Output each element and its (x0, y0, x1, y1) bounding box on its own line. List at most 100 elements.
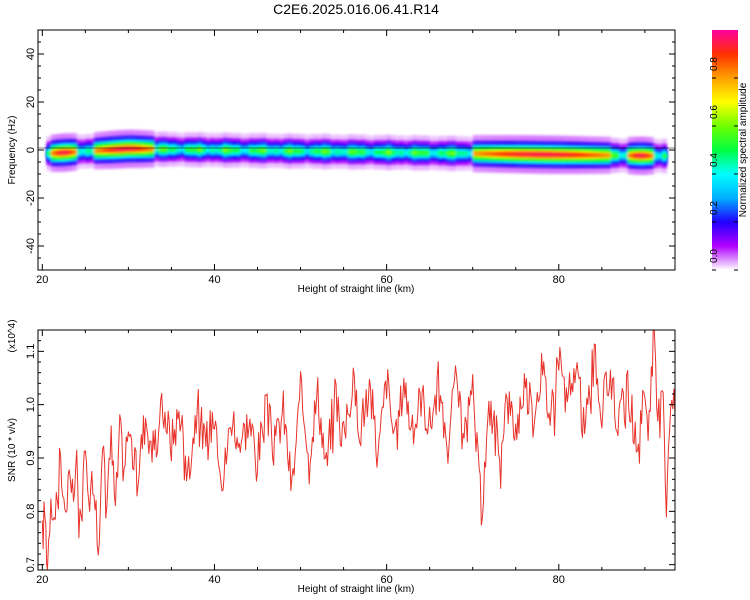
snr-x-ticks: 20 40 60 80 (36, 330, 646, 586)
spectral-band-cell (623, 153, 629, 158)
spectral-band-cell (102, 148, 108, 153)
spectral-band-cell (235, 148, 241, 153)
spectral-band-cell (76, 149, 82, 154)
spectral-band-cell (136, 146, 142, 152)
spectral-band-cell (93, 148, 99, 153)
spectrogram-x-ticks: 20 40 60 80 (36, 30, 646, 286)
spectral-band-cell (188, 147, 194, 152)
y-tick-label: 1.1 (25, 344, 37, 359)
spectral-band-cell (644, 153, 650, 158)
spectral-band-cell (334, 149, 340, 154)
spectral-band-cell (360, 150, 366, 154)
spectral-band-cell (390, 150, 396, 155)
spectral-band-cell (274, 148, 280, 153)
spectral-band-cell (171, 147, 177, 152)
spectral-band-cell (606, 153, 612, 158)
spectral-band-cell (446, 151, 452, 156)
spectral-band-cell (68, 150, 74, 155)
spectral-band-cell (433, 151, 439, 155)
spectral-band-cell (291, 149, 297, 154)
spectral-band-cell (111, 147, 117, 152)
colorbar-tick-label: 0.8 (709, 57, 720, 71)
colorbar-tick-label: 0.0 (709, 249, 720, 263)
spectral-band-cell (145, 147, 151, 152)
spectral-band-cell (468, 151, 474, 156)
spectral-band-cell (63, 150, 69, 155)
spectral-band-cell (180, 147, 185, 152)
spectral-band-cell (128, 146, 134, 151)
spectrogram-y-axis-label: Frequency (Hz) (7, 116, 18, 185)
spectral-band-cell (554, 152, 560, 157)
spectral-band-cell (300, 149, 306, 154)
spectral-band-cell (601, 153, 607, 158)
spectral-band-cell (438, 151, 444, 156)
spectral-band-cell (416, 150, 422, 155)
spectral-band-cell (558, 152, 564, 157)
spectral-band-cell (399, 150, 405, 155)
spectral-band-cell (657, 154, 663, 158)
spectral-band-cell (55, 150, 61, 156)
spectral-band-cell (283, 149, 289, 153)
spectral-band-cell (520, 152, 525, 157)
spectral-band-cell (472, 151, 478, 156)
spectral-band-cell (309, 149, 315, 154)
spectral-band-cell (98, 148, 104, 153)
spectral-band-cell (279, 149, 284, 153)
snr-panel: 20 40 60 80 0.7 0.8 0.9 1.0 1.1 Height of strai… (7, 319, 676, 595)
y-tick-label: 20 (25, 96, 37, 108)
y-tick-label: 0.8 (25, 504, 37, 519)
spectral-band-cell (386, 150, 392, 155)
spectral-band-cell (106, 147, 112, 153)
spectral-band-cell (343, 149, 349, 154)
spectral-band-cell (576, 152, 581, 158)
colorbar-tick-label: 0.6 (709, 105, 720, 119)
spectral-band-cell (421, 151, 426, 155)
spectral-band-cell (507, 152, 513, 157)
spectral-band-cell (636, 153, 642, 158)
spectral-band-cell (227, 148, 233, 153)
spectral-band-cell (442, 151, 448, 156)
x-tick-label: 40 (208, 574, 220, 586)
spectral-band-cell (429, 151, 435, 155)
spectral-band-cell (85, 149, 91, 154)
spectral-band-cell (197, 147, 203, 152)
colorbar-gradient (712, 30, 738, 270)
spectral-band-cell (378, 150, 383, 155)
spectral-band-cell (231, 148, 237, 153)
spectral-band-cell (528, 152, 534, 157)
spectral-band-cell (593, 153, 599, 158)
spectrogram-panel: 20 40 60 80 -40 -20 0 20 40 Height of straight … (7, 29, 676, 295)
spectral-band-cell (72, 149, 78, 155)
spectral-band-cell (550, 152, 556, 157)
spectral-band-cell (313, 149, 319, 154)
spectral-band-cell (614, 153, 620, 158)
snr-y-ticks: 0.7 0.8 0.9 1.0 1.1 (25, 329, 675, 572)
spectral-band-cell (154, 147, 160, 152)
spectral-band-cell (584, 153, 590, 158)
spectral-band-cell (149, 147, 155, 152)
spectral-band-cell (270, 148, 276, 153)
spectral-band-cell (571, 152, 577, 158)
spectral-band-cell (477, 151, 482, 156)
spectral-band-cell (610, 153, 616, 158)
spectral-band (46, 129, 667, 175)
spectral-band-cell (498, 151, 504, 157)
spectral-band-cell (408, 150, 414, 155)
spectral-band-cell (403, 150, 409, 155)
x-tick-label: 20 (36, 274, 48, 286)
x-tick-label: 40 (208, 274, 220, 286)
spectral-band-cell (214, 148, 220, 152)
spectral-band-cell (141, 146, 147, 152)
spectral-band-cell (494, 151, 500, 156)
spectral-band-cell (649, 153, 655, 158)
spectral-band-cell (511, 152, 517, 157)
spectral-band-cell (244, 148, 250, 153)
y-tick-label: -20 (25, 190, 37, 206)
spectral-band-cell (347, 149, 353, 154)
spectral-band-cell (459, 151, 465, 156)
colorbar-tick-label: 0.2 (709, 201, 720, 215)
spectral-band-cell (382, 150, 388, 155)
spectral-band-cell (451, 151, 457, 156)
spectral-band-cell (162, 147, 168, 152)
